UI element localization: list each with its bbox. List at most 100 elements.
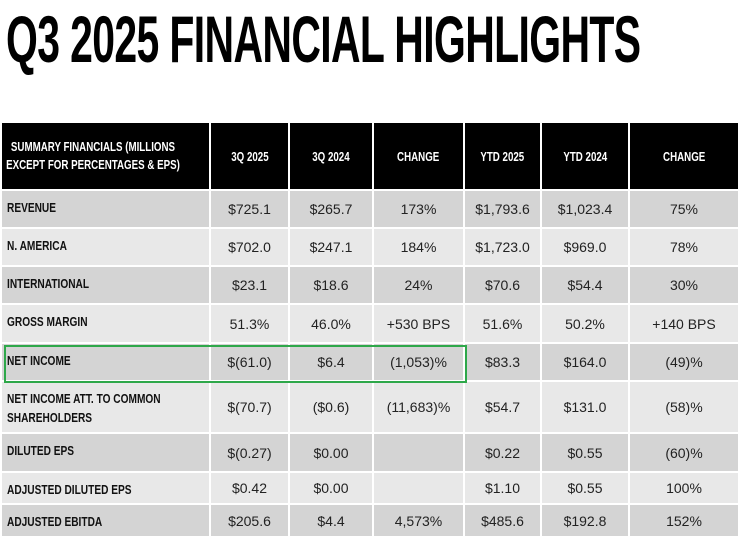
table-row: N. AMERICA $702.0 $247.1 184% $1,723.0 $969.0… — [0, 227, 740, 267]
column-header: YTD 2024 — [540, 121, 630, 191]
cell: 78% — [628, 227, 740, 267]
highlight-box — [4, 345, 467, 383]
cell: $969.0 — [540, 227, 630, 267]
row-label: INTERNATIONAL — [0, 265, 211, 305]
cell: $6.4 — [288, 342, 374, 382]
table-row: GROSS MARGIN 51.3% 46.0% +530 BPS 51.6% 50.2%… — [0, 303, 740, 344]
table-row: ADJUSTED DILUTED EPS $0.42 $0.00 $1.10 $0.55… — [0, 471, 740, 505]
cell: $205.6 — [209, 503, 290, 538]
column-header: YTD 2025 — [463, 121, 542, 191]
row-label: REVENUE — [0, 189, 211, 229]
cell: 30% — [628, 265, 740, 305]
table-row: ADJUSTED EBITDA $205.6 $4.4 4,573% $485.6 $19… — [0, 503, 740, 538]
page-title: Q3 2025 FINANCIAL HIGHLIGHTS — [6, 2, 641, 76]
cell: $18.6 — [288, 265, 374, 305]
cell: 152% — [628, 503, 740, 538]
cell: $702.0 — [209, 227, 290, 267]
row-label-text: ADJUSTED EBITDA — [7, 514, 103, 529]
row-label-text: NET INCOME — [7, 353, 71, 368]
cell: $0.55 — [540, 432, 630, 473]
cell: $1.10 — [463, 471, 542, 505]
row-label-text: ADJUSTED DILUTED EPS — [7, 482, 132, 497]
column-header-text: YTD 2025 — [480, 148, 525, 164]
cell: $485.6 — [463, 503, 542, 538]
cell: $54.7 — [463, 380, 542, 434]
row-label: NET INCOME ATT. TO COMMON SHAREHOLDERS — [0, 380, 211, 434]
row-label-text: INTERNATIONAL — [7, 276, 90, 291]
cell: $1,023.4 — [540, 189, 630, 229]
cell: 4,573% — [372, 503, 465, 538]
cell: (60)% — [628, 432, 740, 473]
cell: $164.0 — [540, 342, 630, 382]
header-row: SUMMARY FINANCIALS (MILLIONS EXCEPT FOR … — [0, 121, 740, 191]
cell: 51.6% — [463, 303, 542, 344]
row-label-text: N. AMERICA — [7, 238, 67, 253]
cell: 46.0% — [288, 303, 374, 344]
table-row: DILUTED EPS $(0.27) $0.00 $0.22 $0.55 (60)% — [0, 432, 740, 473]
column-header-text: SUMMARY FINANCIALS (MILLIONS EXCEPT FOR … — [6, 139, 180, 172]
financial-table: SUMMARY FINANCIALS (MILLIONS EXCEPT FOR … — [0, 121, 740, 538]
cell: 184% — [372, 227, 465, 267]
cell: 51.3% — [209, 303, 290, 344]
row-label-text: DILUTED EPS — [7, 443, 75, 458]
row-label: DILUTED EPS — [0, 432, 211, 473]
cell — [372, 471, 465, 505]
cell: 50.2% — [540, 303, 630, 344]
cell: $83.3 — [463, 342, 542, 382]
cell: $265.7 — [288, 189, 374, 229]
row-label-text: NET INCOME ATT. TO COMMON SHAREHOLDERS — [7, 391, 161, 425]
cell: (11,683)% — [372, 380, 465, 434]
cell — [372, 432, 465, 473]
cell: 24% — [372, 265, 465, 305]
row-label: ADJUSTED EBITDA — [0, 503, 211, 538]
column-header-text: CHANGE — [397, 148, 440, 164]
row-label-text: GROSS MARGIN — [7, 314, 88, 329]
column-header-text: 3Q 2024 — [312, 148, 350, 164]
cell: $(61.0) — [209, 342, 290, 382]
cell: $0.42 — [209, 471, 290, 505]
cell: $(70.7) — [209, 380, 290, 434]
row-label: NET INCOME — [0, 342, 211, 382]
cell: +530 BPS — [372, 303, 465, 344]
cell: $23.1 — [209, 265, 290, 305]
row-label-text: REVENUE — [7, 200, 57, 215]
cell: (58)% — [628, 380, 740, 434]
table-row: REVENUE $725.1 $265.7 173% $1,793.6 $1,023.4 7… — [0, 189, 740, 229]
column-header-text: CHANGE — [662, 148, 706, 164]
cell: 173% — [372, 189, 465, 229]
row-label: GROSS MARGIN — [0, 303, 211, 344]
cell: $131.0 — [540, 380, 630, 434]
cell: $(0.27) — [209, 432, 290, 473]
cell: $0.00 — [288, 471, 374, 505]
cell: $192.8 — [540, 503, 630, 538]
cell: $0.55 — [540, 471, 630, 505]
cell: $247.1 — [288, 227, 374, 267]
table-row: NET INCOME $(61.0) $6.4 (1,053)% $83.3 $164.0… — [0, 342, 740, 382]
column-header-text: 3Q 2025 — [230, 148, 269, 164]
cell: $0.22 — [463, 432, 542, 473]
cell: $54.4 — [540, 265, 630, 305]
column-header: 3Q 2025 — [209, 121, 290, 191]
column-header: CHANGE — [372, 121, 465, 191]
row-label: ADJUSTED DILUTED EPS — [0, 471, 211, 505]
row-label: N. AMERICA — [0, 227, 211, 267]
cell: $70.6 — [463, 265, 542, 305]
cell: $725.1 — [209, 189, 290, 229]
cell: $0.00 — [288, 432, 374, 473]
column-header: 3Q 2024 — [288, 121, 374, 191]
cell: $1,723.0 — [463, 227, 542, 267]
cell: $4.4 — [288, 503, 374, 538]
cell: $1,793.6 — [463, 189, 542, 229]
column-header: SUMMARY FINANCIALS (MILLIONS EXCEPT FOR … — [0, 121, 211, 191]
column-header-text: YTD 2024 — [563, 148, 607, 164]
cell: (1,053)% — [372, 342, 465, 382]
table-row: INTERNATIONAL $23.1 $18.6 24% $70.6 $54.4 30% — [0, 265, 740, 305]
cell: +140 BPS — [628, 303, 740, 344]
cell: 100% — [628, 471, 740, 505]
cell: ($0.6) — [288, 380, 374, 434]
table-row: NET INCOME ATT. TO COMMON SHAREHOLDERS $(… — [0, 380, 740, 434]
cell: 75% — [628, 189, 740, 229]
column-header: CHANGE — [628, 121, 740, 191]
cell: (49)% — [628, 342, 740, 382]
